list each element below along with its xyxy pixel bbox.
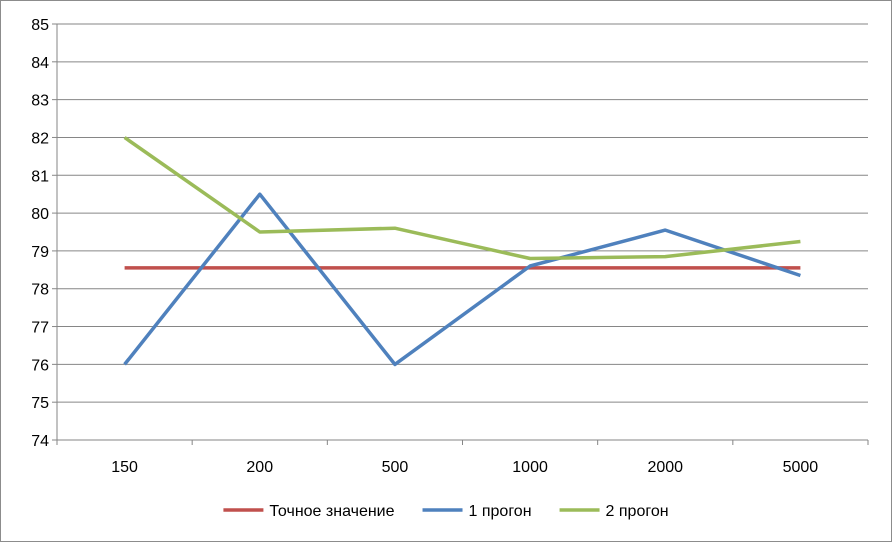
y-tick-label: 85 <box>31 17 49 34</box>
legend: Точное значение 1 прогон 2 прогон <box>223 503 669 520</box>
series-line-3 <box>123 136 801 261</box>
x-tick-label: 1000 <box>512 459 548 476</box>
x-tick-label: 150 <box>111 459 138 476</box>
series-line-2 <box>123 192 801 367</box>
x-tick-labels: 150 200 500 1000 2000 5000 <box>111 459 818 476</box>
y-tick-label: 82 <box>31 130 49 147</box>
x-tick-label: 500 <box>382 459 409 476</box>
y-tick-label: 74 <box>31 433 49 450</box>
x-tick-label: 200 <box>246 459 273 476</box>
y-tick-label: 83 <box>31 93 49 110</box>
y-tick-label: 79 <box>31 244 49 261</box>
y-tick-label: 75 <box>31 395 49 412</box>
legend-label-2: 1 прогон <box>469 503 532 520</box>
y-tick-label: 76 <box>31 357 49 374</box>
y-tick-label: 81 <box>31 168 49 185</box>
y-tick-label: 77 <box>31 320 49 337</box>
gridlines <box>57 23 868 403</box>
y-tick-label: 84 <box>31 55 49 72</box>
y-tick-label: 78 <box>31 282 49 299</box>
x-tick-label: 2000 <box>647 459 683 476</box>
series-lines <box>123 136 801 367</box>
x-tick-label: 5000 <box>783 459 819 476</box>
y-tick-label: 80 <box>31 206 49 223</box>
y-tick-labels: 74 75 76 77 78 79 80 81 82 83 84 85 <box>31 17 49 450</box>
legend-label-1: Точное значение <box>269 503 394 520</box>
axes <box>52 23 869 445</box>
legend-label-3: 2 прогон <box>606 503 669 520</box>
